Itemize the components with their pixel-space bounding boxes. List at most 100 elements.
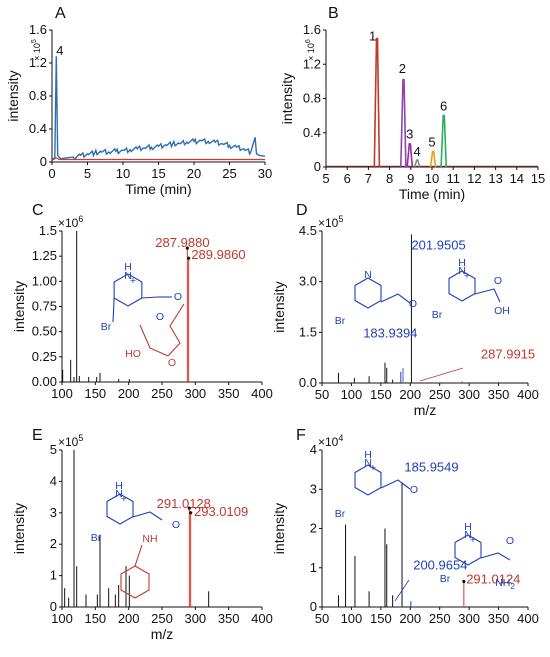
- structure-label: O: [174, 291, 182, 303]
- panel-c: C 100 150 200 250 300 350 400 0.00 0.25 0.50 0.75 1.…: [11, 202, 273, 401]
- structure-label: +: [470, 534, 476, 546]
- y-tick-label: 4.5: [299, 223, 317, 238]
- structure-label: O: [410, 484, 418, 496]
- x-tick-label: 350: [488, 611, 510, 626]
- panel-e: E 100 150 200 250 300 350 400 0 1 2 3 4 5 intensity m/z…: [11, 427, 273, 642]
- x-tick-label: 150: [370, 611, 392, 626]
- x-tick-label: 350: [218, 386, 240, 401]
- peak-dot: [185, 246, 189, 250]
- chemical-structure: [112, 273, 172, 323]
- x-tick-label: 200: [399, 611, 421, 626]
- y-tick-label: 1.25: [32, 248, 57, 263]
- y-tick-label: 4: [310, 442, 317, 457]
- panel-letter: E: [32, 427, 43, 444]
- peak-annotation: 287.9880: [155, 235, 209, 250]
- peak-label: 5: [428, 134, 435, 149]
- x-tick-label: 300: [458, 611, 480, 626]
- y-tick-label: 1.00: [32, 273, 57, 288]
- x-tick-label: 400: [517, 387, 539, 402]
- x-tick-label: 12: [467, 171, 481, 186]
- y-tick-label: 1.2: [303, 56, 321, 71]
- substituent: [139, 303, 185, 357]
- structure-label: N: [464, 529, 472, 541]
- x-axis-title: m/z: [151, 626, 174, 642]
- structure-label: N: [124, 270, 132, 282]
- y-tick-label: 0: [314, 159, 321, 174]
- panel-b: B5 6 7 8 9 10 11 12 13 14 1500.40.81.21.6intensity…: [279, 5, 545, 202]
- panel-letter: F: [296, 427, 306, 444]
- peak-4: [413, 159, 421, 167]
- x-tick-label: 11: [446, 171, 460, 186]
- pyridine-ring: [354, 277, 382, 309]
- peak-dot: [189, 511, 193, 515]
- x-axis-title: m/z: [414, 402, 437, 418]
- structure-label: N: [364, 457, 372, 469]
- x-tick-label: 25: [222, 166, 236, 181]
- y-tick-label: 1.5: [39, 223, 57, 238]
- x-tick-label: 100: [51, 386, 73, 401]
- x-tick-label: 300: [458, 387, 480, 402]
- benzene-ring: [120, 565, 150, 599]
- y-axis-title: intensity: [271, 503, 287, 554]
- x-axis-title: Time (min): [125, 181, 191, 197]
- x-tick-label: 250: [151, 611, 173, 626]
- x-tick-label: 6: [344, 171, 351, 186]
- peak-annotation: 291.0124: [466, 571, 520, 586]
- pyridine-ring: [106, 493, 134, 525]
- x-tick-label: 13: [488, 171, 502, 186]
- structure-label: N: [115, 488, 123, 500]
- y-tick-label: 1: [310, 560, 317, 575]
- y-tick-label: 0: [40, 154, 47, 169]
- structure-label: Br: [335, 508, 346, 520]
- chemical-structure: [106, 493, 163, 525]
- x-tick-label: 5: [84, 166, 91, 181]
- structure-label: NH2: [495, 577, 515, 591]
- x-tick-label: 9: [407, 171, 414, 186]
- pyridine-ring: [454, 534, 482, 566]
- x-tick-label: 300: [184, 386, 206, 401]
- peak-label: 4: [56, 43, 63, 58]
- y-multiplier: ×105: [58, 433, 83, 449]
- peak-3: [406, 143, 414, 167]
- series-line: [52, 157, 265, 161]
- y-tick-label: 1.6: [29, 22, 47, 37]
- y-tick-label: 4: [50, 473, 57, 488]
- y-multiplier: ×104: [318, 433, 343, 449]
- x-tick-label: 0: [48, 166, 55, 181]
- x-tick-label: 100: [341, 387, 363, 402]
- x-tick-label: 250: [429, 611, 451, 626]
- y-tick-label: 0.4: [29, 121, 47, 136]
- x-tick-label: 10: [116, 166, 130, 181]
- peak-dot: [187, 256, 191, 260]
- y-tick-label: 3: [310, 481, 317, 496]
- y-tick-label: 0.4: [303, 125, 321, 140]
- peak-annotation: 287.9915: [481, 347, 535, 362]
- plot-area: [62, 231, 191, 382]
- peak-dot: [462, 579, 466, 584]
- chemical-structure: [354, 270, 501, 309]
- pyridine-ring: [113, 273, 143, 307]
- x-tick-label: 200: [399, 387, 421, 402]
- pyridine-ring: [448, 270, 476, 302]
- y-tick-label: 5: [50, 442, 57, 457]
- x-tick-label: 400: [251, 386, 273, 401]
- y-multiplier: × 105: [31, 39, 42, 61]
- panel-letter: C: [32, 202, 44, 219]
- structure-label: NH: [142, 533, 157, 545]
- structure-label: O: [172, 519, 180, 531]
- y-axis-title: intensity: [271, 281, 287, 332]
- x-tick-label: 30: [258, 166, 272, 181]
- peak-6: [440, 114, 447, 167]
- peak-label: 3: [406, 127, 413, 142]
- y-multiplier: × 106: [305, 39, 316, 61]
- peak-label: 4: [414, 144, 421, 159]
- x-tick-label: 15: [151, 166, 165, 181]
- structure-label: H: [458, 257, 466, 269]
- x-tick-label: 50: [315, 611, 329, 626]
- panel-letter: A: [55, 5, 66, 22]
- x-tick-label: 300: [184, 611, 206, 626]
- y-tick-label: 2: [50, 536, 57, 551]
- panel-f: F 50 100 150 200 250 300 350 400 0 1 2 3 4 intensity ×1…: [271, 427, 539, 626]
- peak-annotation: 291.0128: [157, 496, 211, 511]
